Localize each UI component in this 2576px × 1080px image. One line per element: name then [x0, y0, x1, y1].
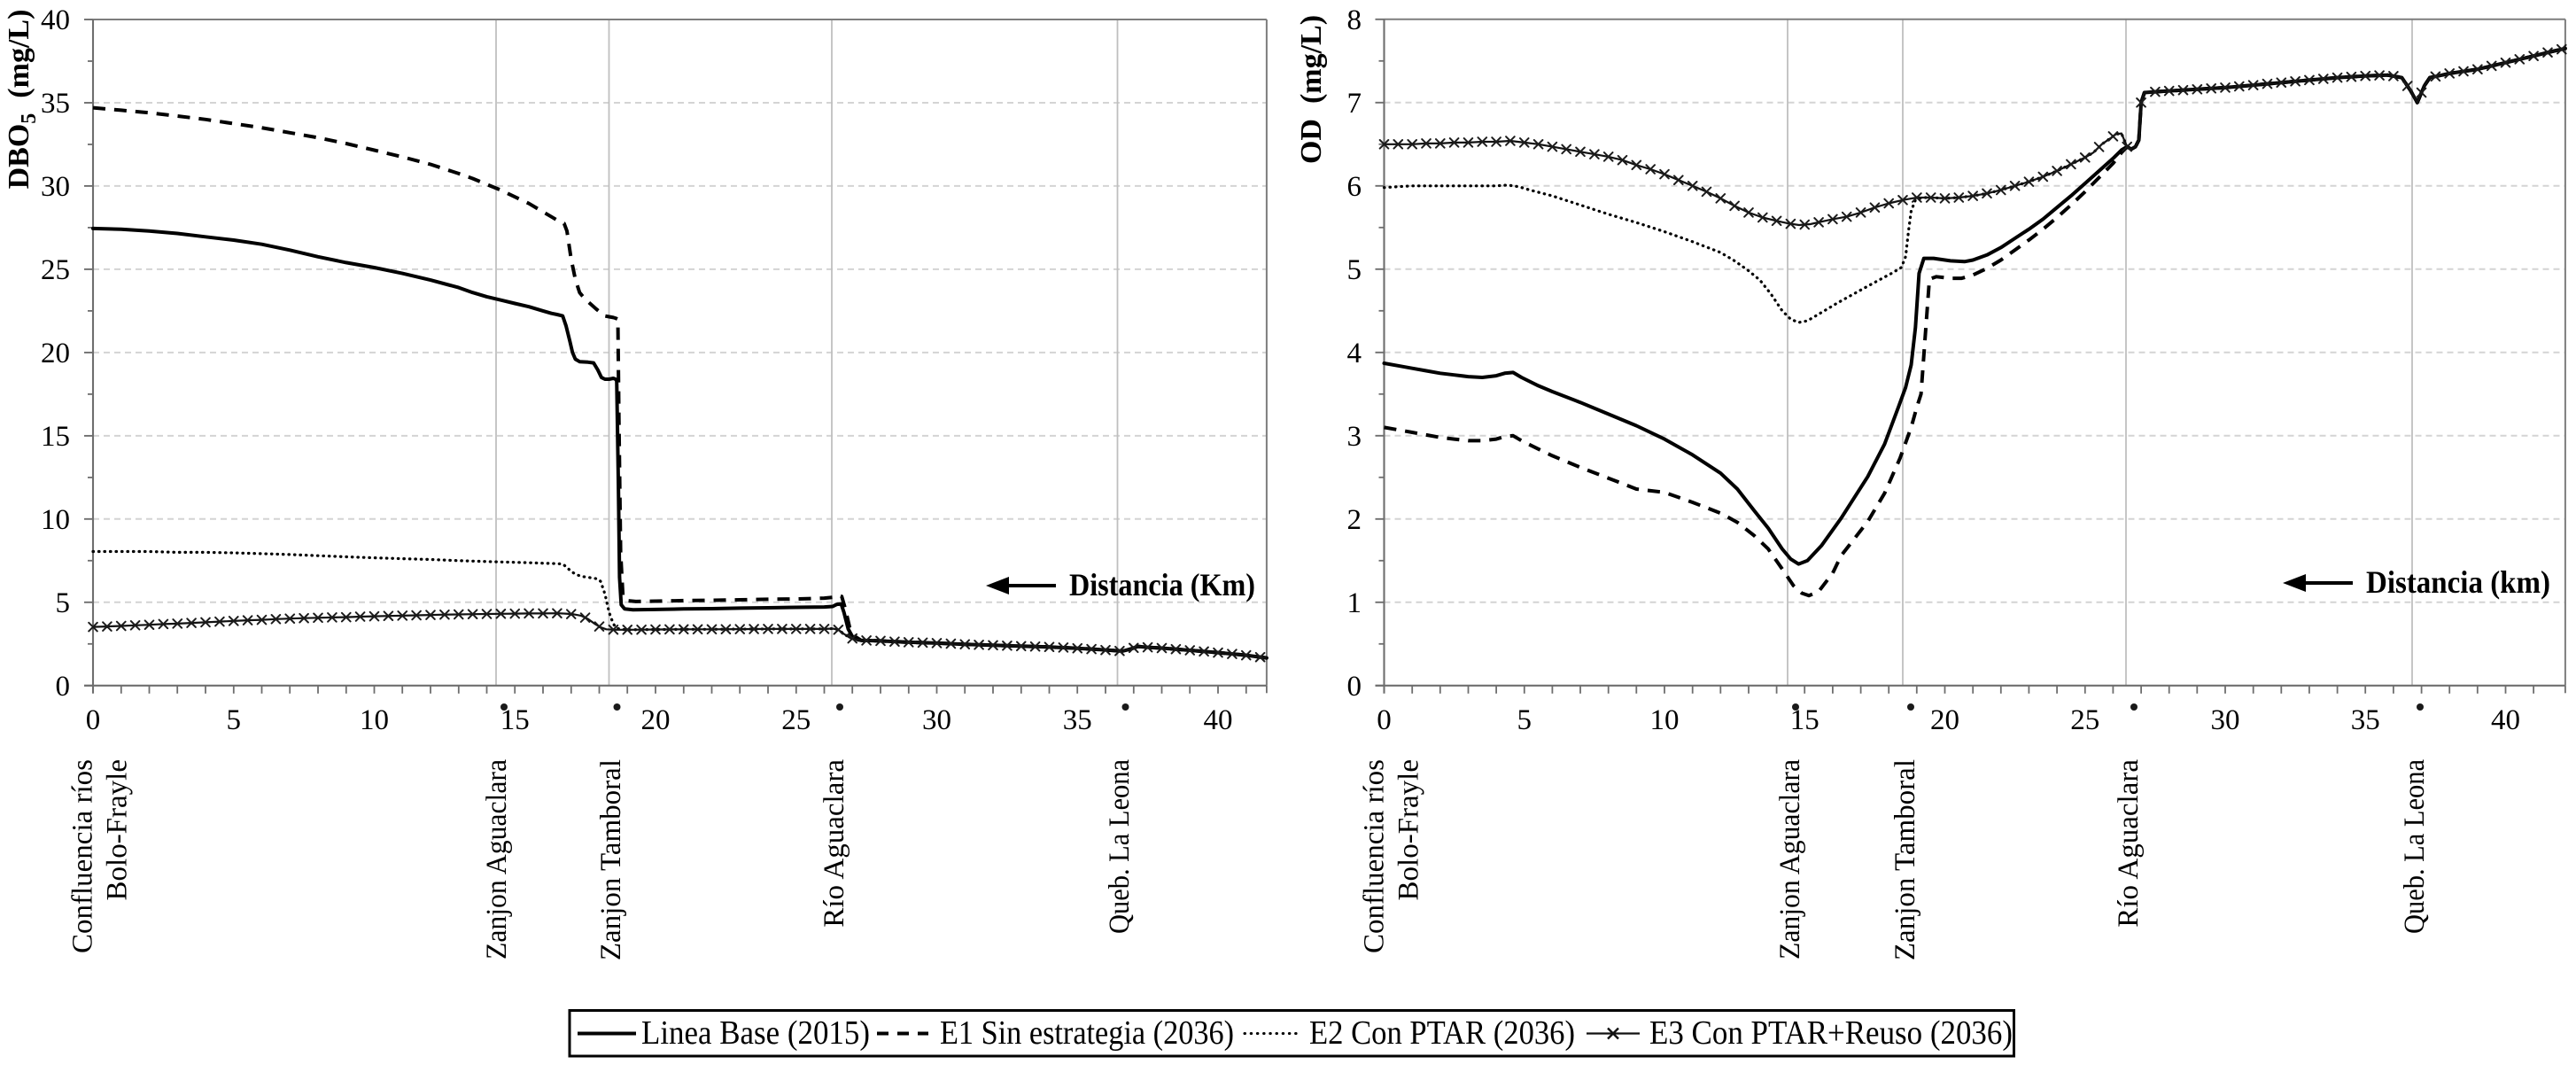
svg-text:Distancia (km): Distancia (km)	[2366, 564, 2550, 600]
svg-text:Linea Base (2015): Linea Base (2015)	[641, 1014, 870, 1052]
svg-text:2: 2	[1347, 504, 1362, 536]
svg-text:Río Aguaclara: Río Aguaclara	[819, 759, 850, 928]
svg-text:Zanjon Tamboral: Zanjon Tamboral	[1889, 759, 1921, 960]
svg-text:Río Aguaclara: Río Aguaclara	[2113, 759, 2145, 928]
svg-text:15: 15	[500, 704, 530, 736]
svg-text:40: 40	[2491, 704, 2520, 736]
svg-text:25: 25	[2070, 704, 2099, 736]
svg-text:E2 Con PTAR (2036): E2 Con PTAR (2036)	[1309, 1014, 1575, 1052]
svg-text:5: 5	[227, 704, 242, 736]
svg-text:40: 40	[41, 4, 70, 36]
svg-text:10: 10	[360, 704, 389, 736]
svg-text:Zanjon Aguaclara: Zanjon Aguaclara	[1774, 759, 1806, 960]
svg-text:30: 30	[2211, 704, 2240, 736]
svg-text:Queb. La Leona: Queb. La Leona	[2399, 759, 2431, 934]
svg-text:DBO5 (mg/L): DBO5 (mg/L)	[3, 10, 41, 190]
svg-text:0: 0	[56, 671, 71, 703]
svg-text:20: 20	[41, 338, 70, 369]
svg-text:0: 0	[1377, 704, 1392, 736]
svg-text:30: 30	[922, 704, 951, 736]
svg-text:5: 5	[56, 587, 71, 619]
svg-text:6: 6	[1347, 171, 1362, 203]
svg-text:8: 8	[1347, 4, 1362, 36]
svg-text:0: 0	[1347, 671, 1362, 703]
svg-text:35: 35	[2351, 704, 2380, 736]
svg-text:10: 10	[41, 504, 70, 536]
svg-text:35: 35	[41, 88, 70, 120]
svg-text:E1 Sin estrategia (2036): E1 Sin estrategia (2036)	[940, 1014, 1234, 1052]
svg-text:Distancia (Km): Distancia (Km)	[1069, 567, 1255, 602]
svg-text:Bolo-Frayle: Bolo-Frayle	[1393, 759, 1425, 900]
svg-text:10: 10	[1650, 704, 1680, 736]
svg-text:4: 4	[1347, 338, 1362, 369]
svg-text:E3 Con PTAR+Reuso (2036): E3 Con PTAR+Reuso (2036)	[1649, 1014, 2013, 1052]
svg-text:7: 7	[1347, 88, 1362, 120]
svg-text:15: 15	[41, 421, 70, 453]
svg-text:Queb. La Leona: Queb. La Leona	[1104, 759, 1136, 934]
svg-text:35: 35	[1063, 704, 1092, 736]
svg-text:Zanjon Tamboral: Zanjon Tamboral	[595, 759, 627, 960]
svg-text:Confluencia ríos: Confluencia ríos	[67, 759, 99, 953]
svg-text:3: 3	[1347, 421, 1362, 453]
svg-text:OD (mg/L): OD (mg/L)	[1295, 15, 1328, 164]
svg-text:30: 30	[41, 171, 70, 203]
svg-text:20: 20	[1930, 704, 1959, 736]
svg-text:25: 25	[781, 704, 811, 736]
svg-text:40: 40	[1204, 704, 1233, 736]
svg-text:Bolo-Frayle: Bolo-Frayle	[102, 759, 134, 900]
svg-text:5: 5	[1347, 254, 1362, 286]
svg-text:15: 15	[1790, 704, 1819, 736]
svg-text:1: 1	[1347, 587, 1362, 619]
svg-text:25: 25	[41, 254, 70, 286]
svg-text:Zanjon Aguaclara: Zanjon Aguaclara	[481, 759, 513, 960]
svg-text:5: 5	[1517, 704, 1532, 736]
svg-text:0: 0	[86, 704, 101, 736]
svg-text:Confluencia ríos: Confluencia ríos	[1359, 759, 1391, 953]
svg-text:20: 20	[641, 704, 671, 736]
